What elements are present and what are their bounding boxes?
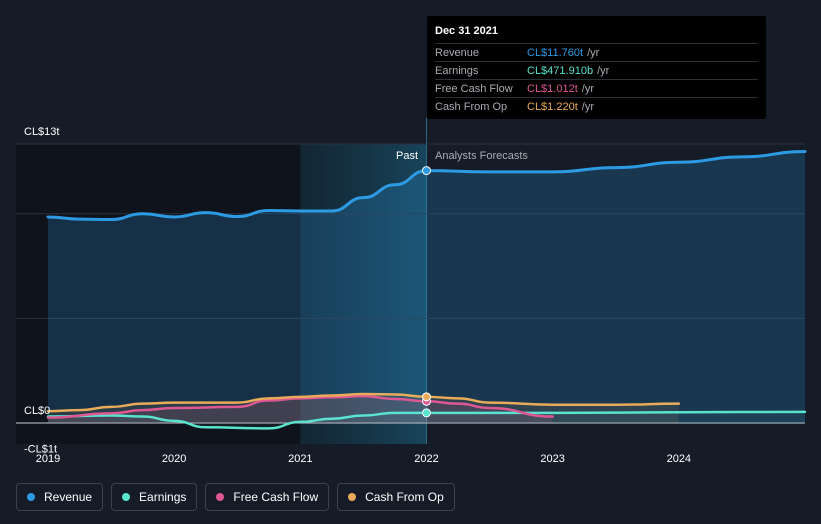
cash-from-op-dot-icon [348, 493, 357, 501]
tooltip-row-unit: /yr [581, 100, 594, 113]
earnings-area [48, 411, 805, 429]
y-tick-label: -CL$1t [24, 443, 57, 455]
tooltip-row-cash-from-op: Cash From Op CL$1.220t /yr [435, 97, 758, 115]
x-tick-label: 2021 [288, 453, 312, 465]
legend-item-free-cash-flow[interactable]: Free Cash Flow [205, 483, 330, 511]
tooltip: Dec 31 2021 Revenue CL$11.760t /yr Earni… [427, 16, 766, 119]
cash-from-op-marker [422, 392, 431, 402]
tooltip-row-value: CL$471.910b [527, 64, 594, 77]
x-tick-label: 2019 [36, 453, 60, 465]
tooltip-row-value: CL$11.760t [527, 46, 584, 59]
legend-label: Cash From Op [365, 490, 444, 504]
legend-item-earnings[interactable]: Earnings [111, 483, 198, 511]
legend-label: Free Cash Flow [233, 490, 319, 504]
tooltip-row-value: CL$1.012t [527, 82, 578, 95]
cash-from-op-line [46, 392, 681, 413]
tooltip-row-label: Free Cash Flow [435, 82, 513, 95]
x-tick-label: 2023 [540, 453, 564, 465]
legend-item-revenue[interactable]: Revenue [16, 483, 104, 511]
x-tick-label: 2020 [162, 453, 186, 465]
tooltip-row-earnings: Earnings CL$471.910b /yr [435, 61, 758, 79]
free-cash-flow-dot-icon [216, 493, 225, 501]
revenue-area [48, 151, 805, 423]
cash-from-op-area [48, 394, 679, 423]
tooltip-row-label: Revenue [435, 46, 480, 59]
tooltip-row-unit: /yr [581, 82, 594, 95]
tooltip-row-label: Cash From Op [435, 100, 508, 113]
legend-item-cash-from-op[interactable]: Cash From Op [337, 483, 455, 511]
legend-label: Revenue [44, 490, 93, 504]
free-cash-flow-line [46, 394, 554, 419]
legend: Revenue Earnings Free Cash Flow Cash Fro… [16, 483, 455, 511]
tooltip-row-unit: /yr [597, 64, 610, 77]
tooltip-row-label: Earnings [435, 64, 479, 77]
x-tick-label: 2022 [414, 453, 438, 465]
earnings-marker [422, 408, 431, 418]
y-tick-label: CL$0 [24, 405, 50, 417]
revenue-marker [422, 166, 431, 176]
past-region-label: Past [396, 150, 419, 162]
legend-label: Earnings [139, 490, 187, 504]
revenue-line [46, 150, 807, 222]
tooltip-date: Dec 31 2021 [435, 25, 498, 37]
forecast-region-label: Analysts Forecasts [435, 150, 528, 162]
tooltip-row-unit: /yr [587, 46, 600, 59]
tooltip-row-free-cash-flow: Free Cash Flow CL$1.012t /yr [435, 79, 758, 97]
earnings-line [46, 410, 807, 430]
revenue-dot-icon [27, 493, 35, 501]
tooltip-row-value: CL$1.220t [527, 100, 578, 113]
earnings-dot-icon [122, 493, 131, 501]
tooltip-row-revenue: Revenue CL$11.760t /yr [435, 43, 758, 61]
x-tick-label: 2024 [667, 453, 691, 465]
y-tick-label: CL$13t [24, 126, 59, 138]
